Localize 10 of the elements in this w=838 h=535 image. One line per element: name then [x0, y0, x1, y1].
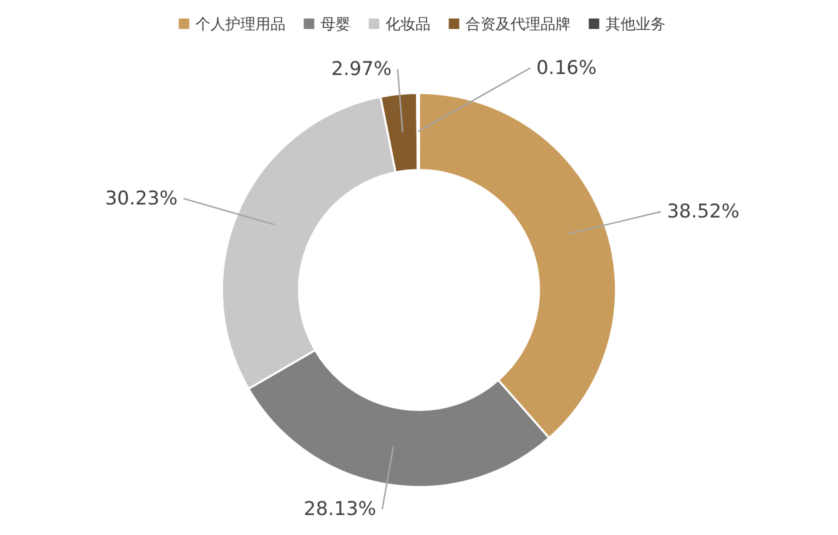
data-label: 28.13% [304, 498, 376, 520]
legend-label: 个人护理用品 [196, 14, 286, 33]
data-label: 38.52% [666, 200, 740, 223]
data-label: 2.97% [331, 58, 392, 80]
legend-label: 化妆品 [386, 14, 430, 33]
legend-label: 其他业务 [606, 14, 666, 33]
legend-label: 合资及代理品牌 [466, 14, 570, 33]
data-label: 30.23% [105, 188, 178, 210]
data-label: 0.16% [536, 57, 597, 80]
legend-label: 母婴 [320, 14, 350, 33]
